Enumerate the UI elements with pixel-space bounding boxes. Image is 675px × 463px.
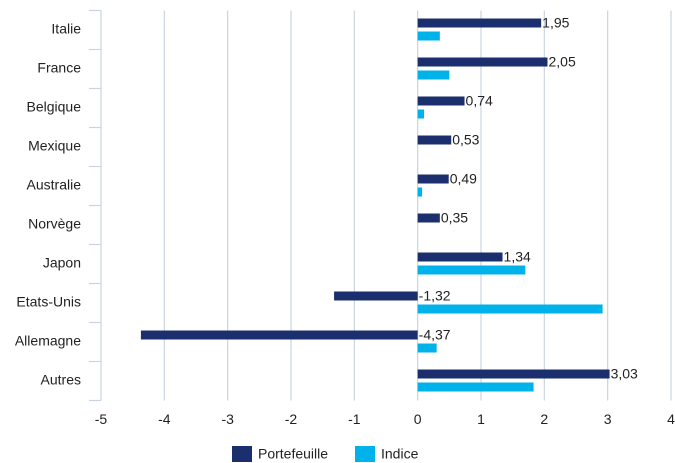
bar — [417, 265, 526, 275]
bar — [417, 369, 610, 379]
y-tick-label: Etats-Unis — [16, 294, 81, 310]
value-label: 1,95 — [542, 15, 569, 31]
bar — [417, 57, 548, 67]
bar — [417, 135, 452, 145]
y-tick-label: Norvège — [28, 216, 81, 232]
value-label: 1,34 — [504, 249, 531, 265]
y-tick-label: Allemagne — [15, 333, 81, 349]
bar — [417, 109, 424, 119]
bar — [417, 31, 440, 41]
y-tick-label: Belgique — [27, 99, 82, 115]
x-tick-label: -1 — [348, 411, 361, 427]
legend-label: Indice — [381, 446, 419, 462]
bar — [140, 330, 418, 340]
y-tick-label: Italie — [51, 21, 81, 37]
x-tick-label: 3 — [604, 411, 612, 427]
bar — [417, 96, 465, 106]
x-tick-label: -2 — [285, 411, 298, 427]
bar — [417, 18, 542, 28]
y-tick-label: Mexique — [28, 138, 81, 154]
x-tick-label: -3 — [221, 411, 234, 427]
bar — [417, 174, 449, 184]
value-label: -1,32 — [419, 288, 451, 304]
bar — [417, 213, 440, 223]
y-tick-label: Australie — [27, 177, 82, 193]
bar — [417, 252, 503, 262]
bar — [334, 291, 418, 301]
x-tick-label: -4 — [158, 411, 171, 427]
x-tick-label: 4 — [667, 411, 675, 427]
value-label: -4,37 — [419, 327, 451, 343]
y-tick-label: Autres — [41, 372, 81, 388]
x-tick-label: -5 — [95, 411, 108, 427]
value-label: 0,49 — [450, 171, 477, 187]
x-tick-label: 1 — [477, 411, 485, 427]
bar — [417, 382, 534, 392]
bar — [417, 187, 423, 197]
x-tick-label: 2 — [540, 411, 548, 427]
value-label: 0,74 — [466, 93, 493, 109]
y-tick-label: France — [37, 60, 81, 76]
x-tick-label: 0 — [414, 411, 422, 427]
y-tick-label: Japon — [43, 255, 81, 271]
bar — [417, 304, 603, 314]
value-label: 2,05 — [549, 54, 576, 70]
legend-swatch — [232, 446, 252, 462]
bar — [417, 70, 450, 80]
legend-swatch — [355, 446, 375, 462]
value-label: 3,03 — [611, 366, 638, 382]
value-label: 0,53 — [452, 132, 479, 148]
legend-label: Portefeuille — [258, 446, 328, 462]
bar — [417, 343, 437, 353]
value-label: 0,35 — [441, 210, 468, 226]
